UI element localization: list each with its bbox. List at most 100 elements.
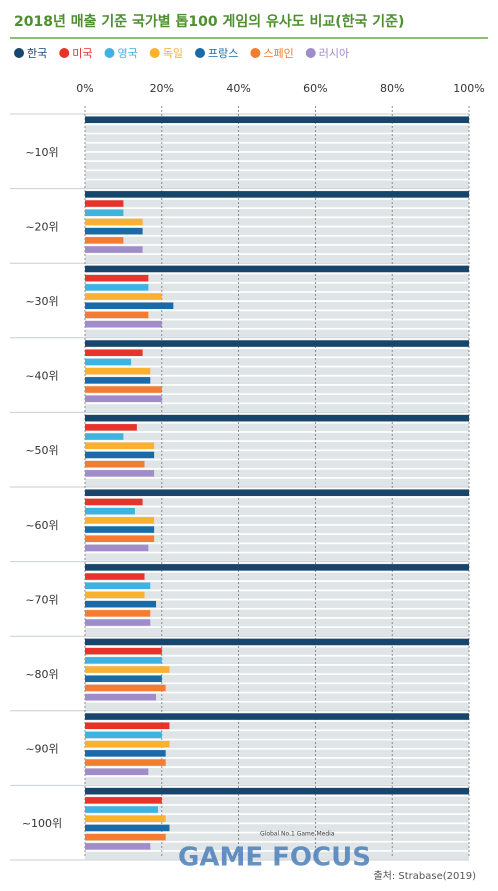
row-stripe bbox=[85, 320, 469, 328]
row-stripe bbox=[85, 553, 469, 561]
bar bbox=[85, 377, 151, 384]
bar bbox=[85, 395, 162, 402]
bar bbox=[85, 218, 143, 226]
bar bbox=[85, 768, 149, 775]
legend-marker bbox=[305, 48, 316, 58]
row-stripe bbox=[85, 478, 469, 487]
bar bbox=[85, 815, 166, 822]
row-stripe bbox=[85, 134, 469, 142]
bar bbox=[85, 600, 157, 608]
legend-marker bbox=[250, 48, 261, 58]
row-stripe bbox=[85, 842, 469, 851]
bar bbox=[85, 200, 124, 207]
bar bbox=[85, 293, 162, 300]
bar bbox=[85, 684, 166, 692]
bar bbox=[85, 666, 170, 673]
bar bbox=[85, 507, 135, 515]
row-stripe bbox=[85, 702, 469, 711]
bar bbox=[85, 731, 162, 739]
bar bbox=[85, 722, 170, 729]
bar bbox=[85, 349, 143, 356]
row-stripe bbox=[85, 255, 469, 263]
row-stripe bbox=[85, 209, 469, 217]
category-label: ~10위 bbox=[25, 146, 58, 159]
row-stripe bbox=[85, 628, 469, 636]
row-stripe bbox=[85, 227, 469, 235]
row-stripe bbox=[85, 572, 469, 581]
row-stripe bbox=[85, 460, 469, 468]
category-label: ~50위 bbox=[25, 444, 58, 457]
bar bbox=[85, 116, 469, 123]
bar bbox=[85, 526, 155, 533]
row-stripe bbox=[85, 824, 469, 832]
bar bbox=[85, 358, 132, 366]
bar bbox=[85, 657, 162, 664]
row-stripe bbox=[85, 675, 469, 683]
bar bbox=[85, 619, 151, 626]
row-stripe bbox=[85, 171, 469, 179]
bar bbox=[85, 740, 170, 748]
row-stripe bbox=[85, 162, 469, 170]
bar bbox=[85, 442, 155, 449]
row-stripe bbox=[85, 152, 469, 161]
bar bbox=[85, 610, 151, 617]
row-stripe bbox=[85, 367, 469, 375]
legend-marker bbox=[195, 48, 205, 58]
bar bbox=[85, 274, 149, 282]
bar bbox=[85, 675, 162, 682]
bar bbox=[85, 433, 124, 440]
bar bbox=[85, 489, 469, 496]
bar bbox=[85, 843, 151, 850]
bar bbox=[85, 340, 469, 347]
row-stripe bbox=[85, 245, 469, 254]
bar bbox=[85, 638, 469, 646]
row-stripe bbox=[85, 544, 469, 552]
bar bbox=[85, 284, 149, 291]
bar bbox=[85, 320, 162, 328]
legend-marker bbox=[149, 48, 160, 58]
category-label: ~40위 bbox=[25, 370, 58, 383]
bar bbox=[85, 591, 145, 599]
bar bbox=[85, 806, 158, 813]
bar bbox=[85, 759, 166, 766]
bar bbox=[85, 713, 469, 720]
category-label: ~90위 bbox=[25, 743, 58, 756]
bar bbox=[85, 787, 469, 795]
bar bbox=[85, 302, 174, 309]
row-stripe bbox=[85, 349, 469, 357]
row-stripe bbox=[85, 768, 469, 776]
bar bbox=[85, 797, 162, 804]
x-tick-label: 40% bbox=[226, 82, 250, 95]
row-stripe bbox=[85, 833, 469, 841]
legend-label: 프랑스 bbox=[208, 47, 238, 60]
row-stripe bbox=[85, 507, 469, 515]
row-stripe bbox=[85, 600, 469, 608]
legend-label: 독일 bbox=[163, 46, 183, 60]
x-tick-label: 80% bbox=[380, 82, 404, 95]
row-stripe bbox=[85, 292, 469, 301]
row-stripe bbox=[85, 376, 469, 385]
row-stripe bbox=[85, 722, 469, 730]
bar bbox=[85, 460, 145, 468]
row-stripe bbox=[85, 851, 469, 860]
row-stripe bbox=[85, 498, 469, 506]
bar bbox=[85, 535, 155, 542]
legend-marker bbox=[59, 48, 70, 58]
category-label: ~80위 bbox=[25, 668, 58, 681]
category-label: ~100위 bbox=[22, 817, 62, 830]
row-stripe bbox=[85, 693, 469, 701]
row-stripe bbox=[85, 395, 469, 403]
row-stripe bbox=[85, 740, 469, 748]
bar bbox=[85, 833, 166, 841]
row-stripe bbox=[85, 125, 469, 133]
row-stripe bbox=[85, 796, 469, 805]
bar bbox=[85, 750, 166, 757]
row-stripe bbox=[85, 591, 469, 599]
row-stripe bbox=[85, 143, 469, 152]
row-stripe bbox=[85, 749, 469, 758]
row-stripe bbox=[85, 358, 469, 366]
row-stripe bbox=[85, 274, 469, 282]
category-label: ~70위 bbox=[25, 593, 58, 606]
row-stripe bbox=[85, 731, 469, 739]
